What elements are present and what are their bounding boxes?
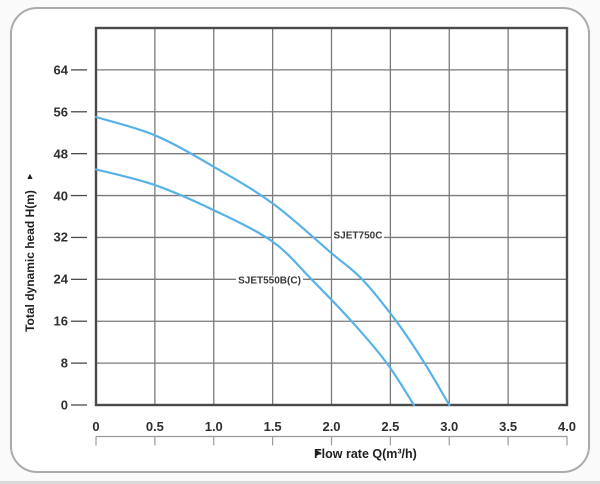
plot-border xyxy=(94,26,569,407)
curve-sjet750c xyxy=(94,115,451,407)
window-bottom-edge xyxy=(0,481,600,484)
curve-sjet550bc xyxy=(94,168,415,407)
chart-card xyxy=(10,7,590,473)
